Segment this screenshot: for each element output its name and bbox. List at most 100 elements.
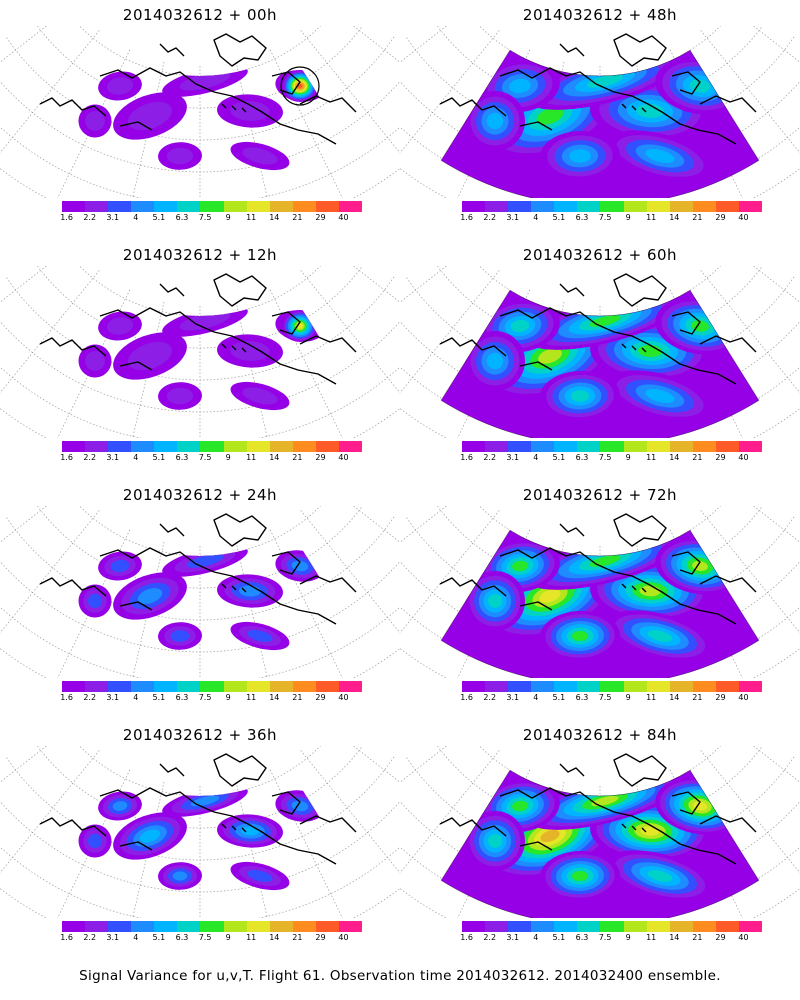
colorbar-swatch — [154, 681, 178, 692]
colorbar-tick-label: 14 — [669, 933, 680, 942]
map-panel: 2014032612 + 84h 1.6 2.2 3.1 4 5.1 6.3 7.5 9 11 14… — [400, 722, 800, 960]
colorbar-swatch — [600, 921, 624, 932]
colorbar-tick-label: 1.6 — [60, 693, 73, 702]
colorbar-tick-label: 21 — [292, 213, 303, 222]
colorbar-tick-label: 5.1 — [552, 453, 566, 462]
colorbar-swatch — [338, 441, 363, 452]
colorbar-tick-label: 11 — [246, 693, 257, 702]
colorbar-tick-label: 21 — [292, 453, 303, 462]
colorbar-swatch — [108, 681, 132, 692]
colorbar-swatch — [85, 441, 109, 452]
colorbar-swatch — [531, 681, 555, 692]
colorbar-ticks: 1.6 2.2 3.1 4 5.1 6.3 7.5 9 11 14 21 29 40 — [460, 212, 762, 224]
colorbar-tick-label: 40 — [738, 453, 749, 462]
colorbar-ticks: 1.6 2.2 3.1 4 5.1 6.3 7.5 9 11 14 21 29 40 — [460, 692, 762, 704]
colorbar-swatch — [131, 441, 155, 452]
colorbar-swatch — [646, 441, 670, 452]
colorbar-swatch — [131, 921, 155, 932]
colorbar-swatch — [577, 441, 601, 452]
panel-title: 2014032612 + 12h — [122, 246, 278, 264]
colorbar-tick-label: 21 — [292, 933, 303, 942]
colorbar-swatch — [738, 201, 763, 212]
colorbar-tick-label: 1.6 — [60, 213, 73, 222]
colorbar-swatch — [508, 921, 532, 932]
colorbar-tick-label: 14 — [269, 933, 280, 942]
domain-outline — [440, 49, 760, 198]
colorbar-swatch — [554, 201, 578, 212]
colorbar-tick-label: 5.1 — [552, 693, 566, 702]
colorbar-tick-label: 11 — [646, 213, 657, 222]
colorbar-swatch — [623, 921, 647, 932]
colorbar-swatch — [315, 681, 339, 692]
colorbar-swatch — [508, 441, 532, 452]
colorbar-tick-label: 9 — [625, 933, 631, 942]
colorbar-swatch — [508, 201, 532, 212]
colorbar — [62, 681, 363, 692]
colorbar-swatch — [62, 201, 86, 212]
colorbar-tick-label: 11 — [246, 213, 257, 222]
colorbar-swatch — [108, 441, 132, 452]
colorbar-tick-label: 29 — [315, 213, 326, 222]
colorbar-tick-label: 5.1 — [152, 453, 166, 462]
panel-title: 2014032612 + 24h — [122, 486, 278, 504]
colorbar-tick-label: 2.2 — [83, 693, 97, 702]
colorbar-tick-label: 9 — [225, 213, 231, 222]
colorbar-swatch — [485, 681, 509, 692]
colorbar-tick-label: 11 — [646, 453, 657, 462]
colorbar-tick-label: 1.6 — [460, 933, 473, 942]
colorbar-tick-label: 4 — [533, 453, 539, 462]
colorbar-tick-label: 11 — [646, 693, 657, 702]
colorbar-tick-label: 4 — [533, 213, 539, 222]
coastlines — [439, 273, 757, 385]
panel-title: 2014032612 + 72h — [522, 486, 678, 504]
colorbar-swatch — [154, 201, 178, 212]
hotspot-ring — [280, 66, 320, 106]
colorbar-swatch — [600, 681, 624, 692]
colorbar-tick-label: 2.2 — [83, 213, 97, 222]
colorbar-swatch — [315, 201, 339, 212]
domain-outline — [440, 289, 760, 438]
variance-field — [441, 770, 759, 918]
colorbar-swatch — [246, 921, 270, 932]
colorbar-swatch — [269, 201, 293, 212]
colorbar-swatch — [531, 441, 555, 452]
colorbar-tick-label: 9 — [625, 693, 631, 702]
colorbar-tick-label: 2.2 — [83, 933, 97, 942]
colorbar-tick-label: 29 — [715, 213, 726, 222]
colorbar-tick-label: 5.1 — [152, 933, 166, 942]
graticule — [0, 506, 400, 678]
colorbar-swatch — [338, 921, 363, 932]
colorbar-tick-label: 6.3 — [175, 453, 189, 462]
colorbar-ticks: 1.6 2.2 3.1 4 5.1 6.3 7.5 9 11 14 21 29 40 — [60, 932, 362, 944]
colorbar-swatch — [462, 201, 486, 212]
colorbar-tick-label: 9 — [625, 453, 631, 462]
colorbar-tick-label: 9 — [225, 453, 231, 462]
colorbar-tick-label: 6.3 — [175, 693, 189, 702]
map-panel: 2014032612 + 60h 1.6 2.2 3.1 4 5.1 6.3 7.5 9 11 14… — [400, 242, 800, 480]
panel-title: 2014032612 + 00h — [122, 6, 278, 24]
colorbar-tick-label: 21 — [692, 213, 703, 222]
colorbar-tick-label: 5.1 — [152, 693, 166, 702]
colorbar-tick-label: 7.5 — [598, 453, 612, 462]
coastlines — [39, 273, 357, 385]
colorbar-swatch — [315, 921, 339, 932]
colorbar-tick-label: 1.6 — [460, 213, 473, 222]
colorbar-tick-label: 29 — [715, 693, 726, 702]
colorbar-ticks: 1.6 2.2 3.1 4 5.1 6.3 7.5 9 11 14 21 29 40 — [60, 212, 362, 224]
colorbar-tick-label: 6.3 — [575, 453, 589, 462]
colorbar-tick-label: 11 — [646, 933, 657, 942]
map-panel: 2014032612 + 00h 1.6 2.2 3.1 4 5.1 6.3 7.5 9 11 14… — [0, 2, 400, 240]
colorbar-swatch — [646, 681, 670, 692]
colorbar-tick-label: 21 — [292, 693, 303, 702]
colorbar-swatch — [623, 201, 647, 212]
colorbar-swatch — [715, 681, 739, 692]
colorbar-tick-label: 4 — [133, 933, 139, 942]
map-panel: 2014032612 + 36h 1.6 2.2 3.1 4 5.1 6.3 7.5 9 11 14… — [0, 722, 400, 960]
colorbar-tick-label: 4 — [133, 453, 139, 462]
panel-title: 2014032612 + 48h — [522, 6, 678, 24]
colorbar-swatch — [223, 681, 247, 692]
colorbar-swatch — [577, 201, 601, 212]
coastlines — [439, 33, 757, 145]
coastlines — [39, 33, 357, 145]
polar-map — [0, 746, 400, 918]
